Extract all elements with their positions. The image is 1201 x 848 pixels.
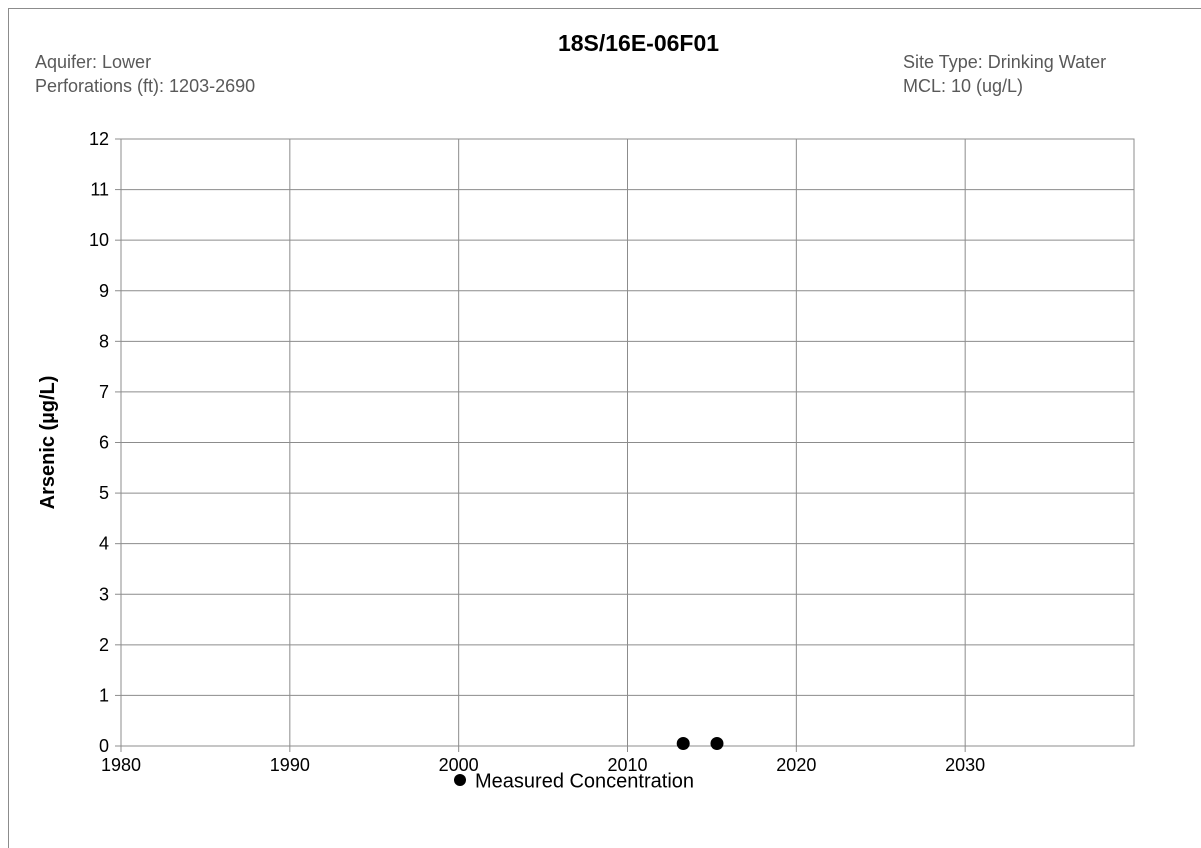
y-tick-label: 10 <box>89 230 109 250</box>
y-tick-label: 0 <box>99 736 109 756</box>
y-tick-label: 2 <box>99 635 109 655</box>
well-info-right: Site Type: Drinking Water MCL: 10 (ug/L) <box>903 50 1106 98</box>
chart-frame <box>8 8 1201 848</box>
y-tick-label: 6 <box>99 433 109 453</box>
site-type-label: Site Type: Drinking Water <box>903 52 1107 72</box>
y-tick-label: 4 <box>99 534 109 554</box>
y-tick-label: 11 <box>90 180 109 200</box>
y-tick-label: 8 <box>99 331 109 351</box>
x-tick-label: 2020 <box>776 755 816 775</box>
well-info-left: Aquifer: Lower Perforations (ft): 1203-2… <box>35 50 255 98</box>
x-tick-label: 2000 <box>439 755 479 775</box>
x-tick-label: 2030 <box>945 755 985 775</box>
mcl-label: MCL: 10 (ug/L) <box>903 76 1024 96</box>
y-tick-label: 5 <box>99 483 109 503</box>
aquifer-label: Aquifer: Lower <box>35 52 152 72</box>
legend-marker <box>454 774 466 786</box>
y-tick-label: 12 <box>89 129 109 149</box>
data-point <box>710 736 724 750</box>
y-tick-label: 1 <box>99 685 109 705</box>
perforations-label: Perforations (ft): 1203-2690 <box>35 76 256 96</box>
x-tick-label: 1980 <box>101 755 141 775</box>
x-tick-label: 1990 <box>270 755 310 775</box>
chart-title: 18S/16E-06F01 <box>557 30 720 56</box>
y-axis-title: Arsenic (µg/L) <box>37 376 59 510</box>
y-tick-label: 9 <box>99 281 109 301</box>
y-tick-label: 3 <box>99 584 109 604</box>
data-point <box>676 736 690 750</box>
legend-label: Measured Concentration <box>475 771 694 793</box>
y-tick-label: 7 <box>99 382 109 402</box>
x-tick-label: 2010 <box>607 755 647 775</box>
